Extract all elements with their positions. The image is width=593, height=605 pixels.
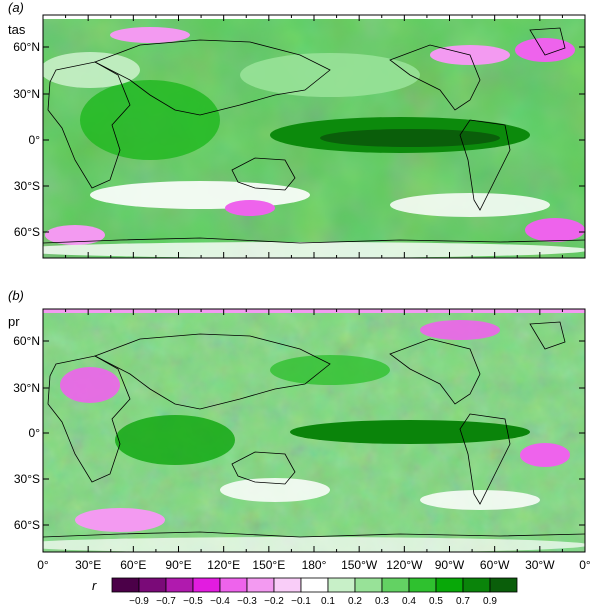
panel-a-lat-labels: 60°N 30°N 0° 30°S 60°S — [13, 40, 40, 239]
colorbar-box — [246, 577, 275, 593]
colorbar-tick-label: −0.9 — [129, 596, 149, 605]
lat-label: 30°S — [14, 472, 40, 486]
lon-label: 30°E — [75, 558, 101, 572]
lat-label: 60°N — [13, 40, 40, 54]
colorbar-tick-label: 0.3 — [375, 596, 389, 605]
lon-label: 30°W — [525, 558, 555, 572]
colorbar-box — [273, 577, 302, 593]
lon-labels: 0° 30°E 60°E 90°E 120°E 150°E 180° 150°W 120°W 90… — [37, 558, 591, 572]
lon-label: 0° — [579, 558, 591, 572]
colorbar-box — [300, 577, 329, 593]
colorbar-box — [192, 577, 221, 593]
colorbar-tick-label: −0.7 — [156, 596, 176, 605]
colorbar-tick-label: 0.2 — [348, 596, 362, 605]
panel-a-ticks — [42, 15, 586, 258]
colorbar-tick-label: 0.1 — [321, 596, 335, 605]
panel-a-letter: (a) — [8, 0, 24, 15]
colorbar-tick-label: 0.4 — [402, 596, 416, 605]
panel-b-letter: (b) — [8, 288, 24, 303]
colorbar-tick-label: 0.7 — [456, 596, 470, 605]
panel-b-map — [43, 309, 585, 552]
colorbar-tick-labels: −0.9 −0.7 −0.5 −0.4 −0.3 −0.2 −0.1 0.1 0.2 0.3 0.4… — [129, 596, 497, 605]
colorbar-tick-label: 0.5 — [429, 596, 443, 605]
lon-label: 120°E — [207, 558, 240, 572]
colorbar-box — [165, 577, 194, 593]
colorbar-label: r — [92, 578, 97, 593]
lon-label: 90°E — [165, 558, 191, 572]
panel-a: (a) — [8, 0, 586, 259]
colorbar-boxes — [111, 577, 518, 593]
panel-b-variable: pr — [8, 314, 20, 329]
colorbar-box — [408, 577, 437, 593]
colorbar-tick-label: −0.1 — [291, 596, 311, 605]
lon-label: 180° — [302, 558, 327, 572]
lon-label: 150°E — [252, 558, 285, 572]
lon-label: 0° — [37, 558, 49, 572]
panel-b-ticks — [42, 309, 586, 552]
lat-label: 30°N — [13, 87, 40, 101]
lat-label: 60°N — [13, 334, 40, 348]
colorbar-box — [489, 577, 518, 593]
lat-label: 30°N — [13, 381, 40, 395]
colorbar-box — [354, 577, 383, 593]
panel-a-coastlines — [43, 27, 585, 244]
lat-label: 0° — [29, 426, 41, 440]
panel-a-variable: tas — [8, 22, 26, 37]
panel-a-map — [43, 15, 585, 258]
panel-b-coastlines — [43, 321, 585, 538]
lat-label: 30°S — [14, 179, 40, 193]
lon-label: 60°W — [480, 558, 510, 572]
colorbar-box — [462, 577, 491, 593]
colorbar-box — [381, 577, 410, 593]
colorbar: r −0.9 −0.7 −0.5 −0.4 −0.3 −0.2 −0.1 0.1 0.2 0.3 0… — [92, 577, 518, 605]
panel-b-lat-labels: 60°N 30°N 0° 30°S 60°S — [13, 334, 40, 532]
colorbar-box — [138, 577, 167, 593]
lat-label: 0° — [29, 133, 41, 147]
colorbar-box — [111, 577, 140, 593]
colorbar-tick-label: −0.3 — [237, 596, 257, 605]
colorbar-box — [327, 577, 356, 593]
lon-label: 60°E — [120, 558, 146, 572]
lat-label: 60°S — [14, 518, 40, 532]
panel-b: (b) pr 60 — [8, 288, 591, 572]
colorbar-box — [435, 577, 464, 593]
colorbar-tick-label: −0.2 — [264, 596, 284, 605]
lat-label: 60°S — [14, 225, 40, 239]
colorbar-tick-label: −0.5 — [183, 596, 203, 605]
colorbar-box — [219, 577, 248, 593]
lon-label: 120°W — [386, 558, 423, 572]
lon-label: 150°W — [341, 558, 378, 572]
lon-label: 90°W — [435, 558, 465, 572]
colorbar-tick-label: 0.9 — [483, 596, 497, 605]
colorbar-tick-label: −0.4 — [210, 596, 230, 605]
